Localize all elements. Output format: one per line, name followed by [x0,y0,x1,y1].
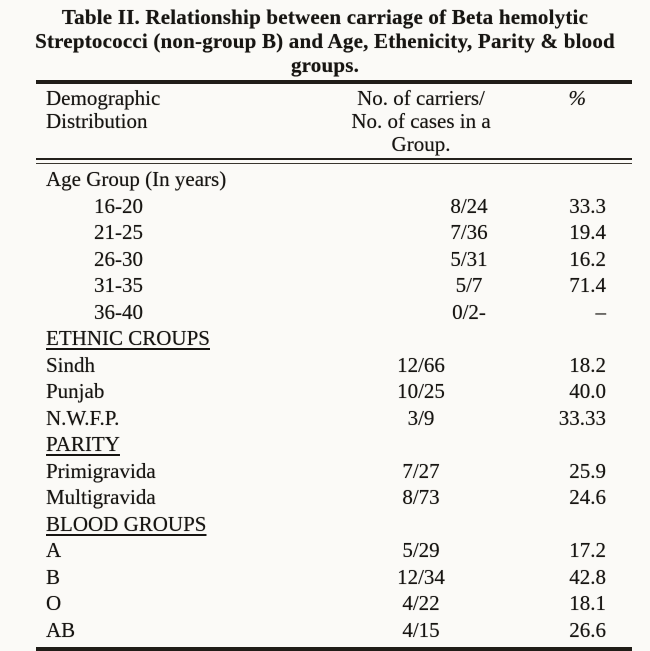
row-label: Sindh [46,352,96,377]
table-row-blood-a: A 5/29 17.2 [36,537,632,564]
row-carriers: 4/22 [402,591,440,615]
row-label: 16-20 [94,193,143,218]
row-carriers: 10/25 [397,379,445,403]
table-row-21-25: 21-25 7/36 19.4 [36,219,632,246]
table-row-blood-b: B 12/34 42.8 [36,564,632,591]
table-title-line3: groups. [290,53,360,77]
row-percent: – [595,299,607,324]
table-body: Age Group (In years) 16-20 8/24 33.3 21-… [36,164,632,643]
row-percent: 33.33 [558,405,606,430]
row-label: 36-40 [94,299,143,324]
table-top-rule [36,80,632,84]
row-carriers: 12/66 [397,352,445,377]
row-percent: 16.2 [569,246,606,271]
table-row-16-20: 16-20 8/24 33.3 [36,193,632,220]
row-percent: 18.1 [569,591,606,615]
table-row-blood-o: O 4/22 18.1 [36,590,632,617]
data-table: Demographic Distribution No. of carriers… [36,80,632,651]
section-label: PARITY [46,432,120,456]
row-percent: 40.0 [569,379,606,403]
table-section-blood-groups: BLOOD GROUPS [36,511,632,538]
table-header-row: Demographic Distribution No. of carriers… [36,84,632,158]
row-label: 21-25 [94,220,143,244]
row-carriers: 5/31 [450,246,488,271]
row-carriers: 12/34 [397,564,445,589]
row-carriers: 4/15 [402,617,440,642]
row-label: Age Group (In years) [46,167,227,191]
row-carriers: 0/2- [452,299,486,324]
section-label: ETHNIC CROUPS [46,326,210,350]
row-label: Punjab [46,379,105,403]
table-row-nwfp: N.W.F.P. 3/9 33.33 [36,405,632,432]
table-row-age-group: Age Group (In years) [36,166,632,193]
row-carriers: 8/73 [402,485,440,509]
row-percent: 24.6 [569,485,606,509]
table-section-parity: PARITY [36,431,632,458]
table-row-blood-ab: AB 4/15 26.6 [36,617,632,644]
row-label: O [46,591,62,615]
row-percent: 17.2 [569,538,606,562]
table-title: Table II. Relationship between carriage … [0,0,650,77]
header-col1-line2: Distribution [46,109,148,133]
table-section-ethnic-groups: ETHNIC CROUPS [36,325,632,352]
row-percent: 33.3 [569,193,606,218]
table-title-line2: Streptococci (non-group B) and Age, Ethe… [35,29,615,53]
row-percent: 18.2 [569,352,606,377]
section-label: BLOOD GROUPS [46,511,207,536]
table-row-punjab: Punjab 10/25 40.0 [36,378,632,405]
row-label: A [46,538,62,562]
row-label: AB [46,617,76,642]
table-title-line1: Table II. Relationship between carriage … [61,5,589,29]
table-row-multigravida: Multigravida 8/73 24.6 [36,484,632,511]
header-carriers-cases: No. of carriers/ No. of cases in a Group… [326,87,516,156]
row-label: N.W.F.P. [46,405,120,430]
table-header-rule [36,158,632,164]
row-percent: 25.9 [569,458,606,483]
header-col2-line1: No. of carriers/ [357,86,485,110]
row-percent: 71.4 [569,273,606,297]
row-carriers: 7/36 [450,220,488,244]
row-percent: 19.4 [569,220,606,244]
table-row-31-35: 31-35 5/7 71.4 [36,272,632,299]
header-demographic-distribution: Demographic Distribution [36,87,326,133]
table-bottom-rule [36,647,632,651]
row-carriers: 5/7 [455,273,483,297]
row-percent: 26.6 [569,617,606,642]
row-carriers: 3/9 [407,405,435,430]
header-col2-line2: No. of cases in a Group. [351,109,491,156]
row-label: Primigravida [46,458,156,483]
table-row-36-40: 36-40 0/2- – [36,299,632,326]
row-label: B [46,564,61,589]
row-label: 31-35 [94,273,143,297]
table-row-sindh: Sindh 12/66 18.2 [36,352,632,379]
header-percent: % [568,86,587,110]
row-label: 26-30 [94,246,143,271]
row-carriers: 5/29 [402,538,440,562]
row-percent: 42.8 [569,564,606,589]
row-carriers: 8/24 [450,193,488,218]
row-carriers: 7/27 [402,458,440,483]
row-label: Multigravida [46,485,156,509]
header-col1-line1: Demographic [46,86,161,110]
table-row-26-30: 26-30 5/31 16.2 [36,246,632,273]
table-row-primigravida: Primigravida 7/27 25.9 [36,458,632,485]
